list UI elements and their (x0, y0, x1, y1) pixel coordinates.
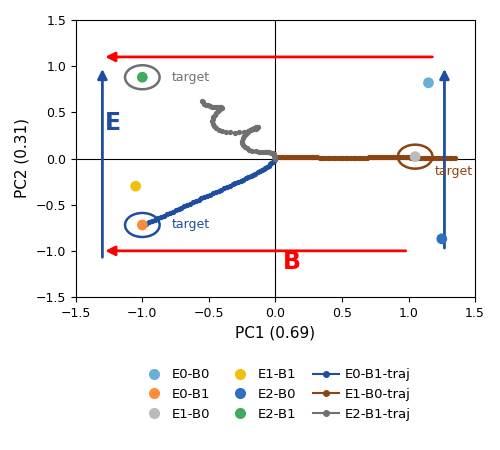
Point (138, 74, 146, 81)
Text: target: target (172, 71, 209, 84)
Text: E: E (105, 112, 121, 135)
Point (132, 183, 140, 190)
Text: B: B (282, 250, 300, 274)
Text: target: target (172, 219, 209, 231)
Point (438, 235, 446, 243)
Point (138, 221, 146, 229)
Point (424, 79, 432, 86)
Legend: E0-B0, E0-B1, E1-B0, E1-B1, E2-B0, E2-B1, E0-B1-traj, E1-B0-traj, E2-B1-traj: E0-B0, E0-B1, E1-B0, E1-B1, E2-B0, E2-B1… (136, 364, 414, 425)
Text: target: target (435, 165, 474, 178)
X-axis label: PC1 (0.69): PC1 (0.69) (236, 325, 316, 340)
Point (411, 153, 419, 160)
Y-axis label: PC2 (0.31): PC2 (0.31) (15, 118, 30, 198)
